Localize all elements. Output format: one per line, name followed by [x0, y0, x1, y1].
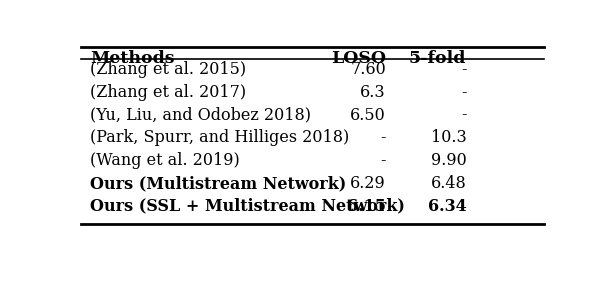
Text: (Park, Spurr, and Hilliges 2018): (Park, Spurr, and Hilliges 2018) [90, 129, 350, 146]
Text: -: - [461, 84, 466, 101]
Text: 6.34: 6.34 [428, 198, 466, 215]
Text: 9.90: 9.90 [431, 152, 466, 169]
Text: 6.29: 6.29 [350, 175, 386, 192]
Text: Methods: Methods [90, 50, 175, 67]
Text: 6.15: 6.15 [347, 198, 386, 215]
Text: 10.3: 10.3 [431, 129, 466, 146]
Text: 5-fold: 5-fold [409, 50, 466, 67]
Text: (Zhang et al. 2017): (Zhang et al. 2017) [90, 84, 246, 101]
Text: LOSO: LOSO [331, 50, 386, 67]
Text: -: - [461, 61, 466, 78]
Text: -: - [461, 107, 466, 124]
Text: -: - [381, 129, 386, 146]
Text: Ours (Multistream Network): Ours (Multistream Network) [90, 175, 346, 192]
Text: 6.50: 6.50 [350, 107, 386, 124]
Text: 6.48: 6.48 [431, 175, 466, 192]
Text: (Yu, Liu, and Odobez 2018): (Yu, Liu, and Odobez 2018) [90, 107, 312, 124]
Text: -: - [381, 152, 386, 169]
Text: (Zhang et al. 2015): (Zhang et al. 2015) [90, 61, 246, 78]
Text: 7.60: 7.60 [350, 61, 386, 78]
Text: (Wang et al. 2019): (Wang et al. 2019) [90, 152, 240, 169]
Text: 6.3: 6.3 [361, 84, 386, 101]
Text: Ours (SSL + Multistream Network): Ours (SSL + Multistream Network) [90, 198, 405, 215]
